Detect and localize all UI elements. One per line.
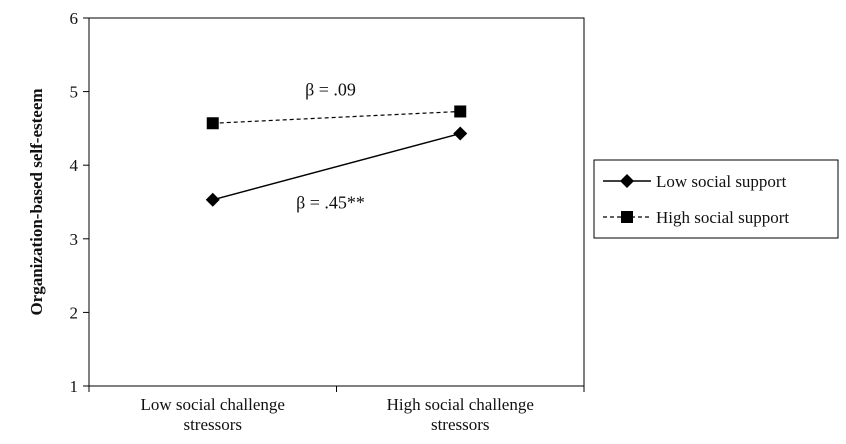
series-line xyxy=(212,132,461,201)
y-tick-label: 6 xyxy=(70,9,79,28)
x-category-label-line: stressors xyxy=(183,415,242,434)
y-tick-label: 2 xyxy=(70,303,79,322)
legend-item: Low social support xyxy=(603,172,787,191)
data-point xyxy=(205,192,220,207)
beta-annotation: β = .09 xyxy=(305,79,356,99)
legend-box xyxy=(593,159,839,239)
y-axis-title: Organization-based self-esteem xyxy=(27,88,46,315)
x-category-label-line: Low social challenge xyxy=(141,395,285,414)
legend-marker xyxy=(620,174,634,188)
data-point xyxy=(454,105,467,118)
beta-annotation: β = .45** xyxy=(296,193,365,213)
x-category-label-line: stressors xyxy=(431,415,490,434)
series-layer xyxy=(205,105,468,207)
x-category-label: Low social challenge stressors xyxy=(141,395,285,434)
annotations: β = .09 β = .45** xyxy=(296,79,365,212)
legend: Low social support High social support xyxy=(593,159,839,239)
legend-label: High social support xyxy=(656,208,789,227)
series-high-social-support xyxy=(206,105,467,130)
y-tick-label: 1 xyxy=(70,377,79,396)
legend-label: Low social support xyxy=(656,172,787,191)
series-line xyxy=(212,110,461,124)
legend-item: High social support xyxy=(603,208,789,227)
data-point xyxy=(206,117,219,130)
data-point xyxy=(453,126,468,141)
y-axis: 1 2 3 4 5 6 xyxy=(70,9,89,396)
x-category-label: High social challenge stressors xyxy=(387,395,534,434)
series-low-social-support xyxy=(205,126,468,207)
legend-marker xyxy=(621,211,633,223)
x-category-label-line: High social challenge xyxy=(387,395,534,414)
y-tick-label: 4 xyxy=(70,156,79,175)
y-tick-label: 5 xyxy=(70,83,79,102)
y-tick-label: 3 xyxy=(70,230,79,249)
